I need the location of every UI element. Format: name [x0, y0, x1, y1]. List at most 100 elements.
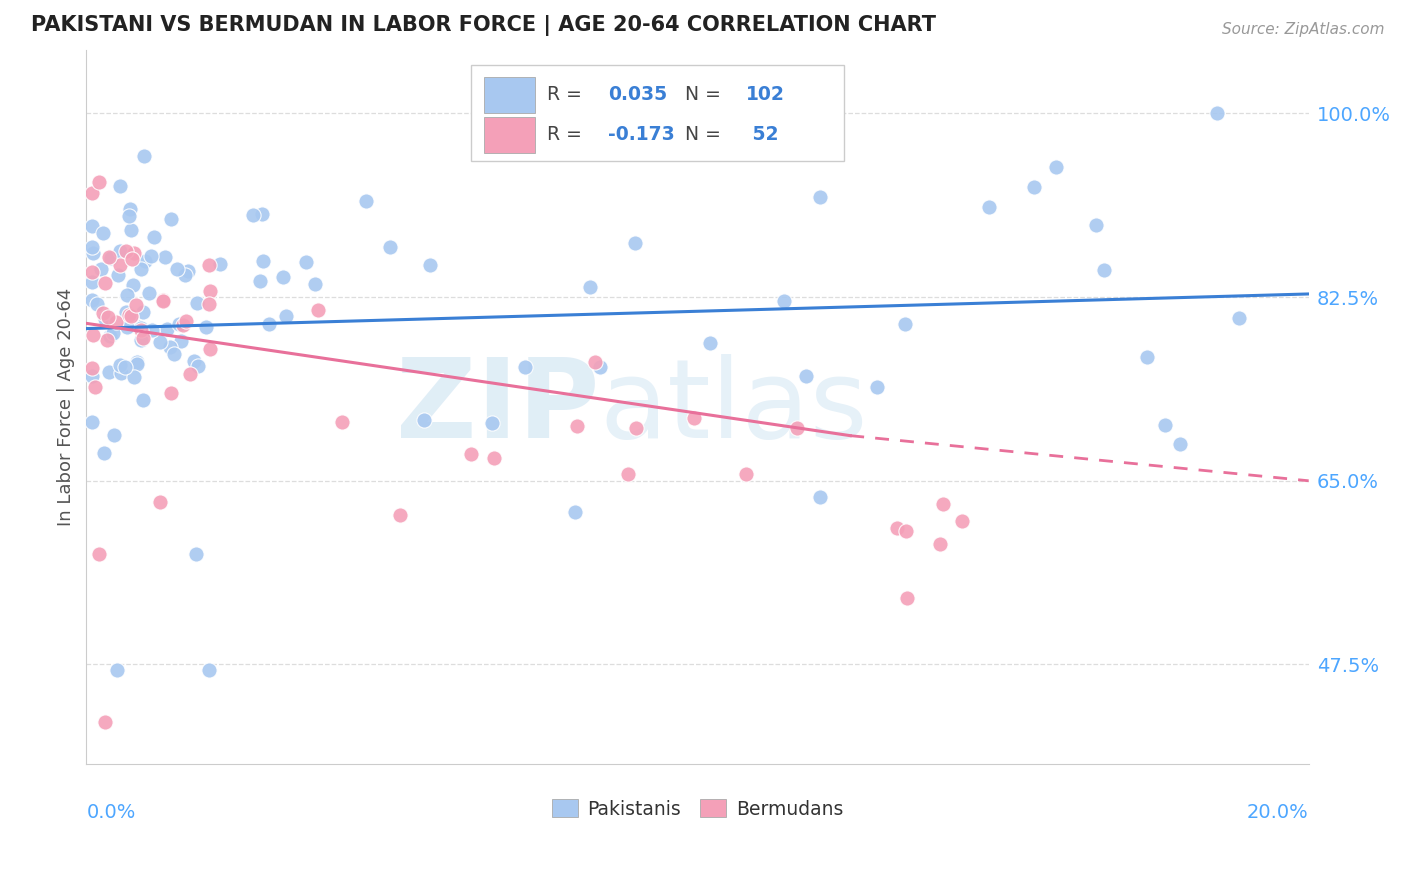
Point	[97, 250, 120, 264]
Text: 102: 102	[747, 86, 785, 104]
Point	[117, 313, 139, 327]
Point	[786, 421, 808, 435]
Point	[172, 318, 194, 332]
Point	[94, 311, 117, 326]
Point	[153, 250, 176, 264]
Point	[413, 413, 436, 427]
Point	[330, 415, 353, 429]
Point	[1135, 350, 1157, 364]
Point	[250, 207, 273, 221]
Text: 0.0%: 0.0%	[86, 803, 135, 822]
Point	[1022, 180, 1045, 194]
Point	[86, 297, 108, 311]
Text: 52: 52	[747, 125, 779, 145]
Point	[110, 358, 132, 372]
Point	[82, 328, 104, 343]
Point	[142, 230, 165, 244]
Point	[886, 521, 908, 535]
Point	[252, 253, 274, 268]
Point	[186, 296, 208, 310]
Point	[977, 200, 1000, 214]
Point	[1045, 161, 1067, 175]
Point	[121, 252, 143, 267]
Y-axis label: In Labor Force | Age 20-64: In Labor Force | Age 20-64	[58, 288, 75, 526]
Text: 20.0%: 20.0%	[1247, 803, 1309, 822]
Point	[82, 265, 104, 279]
Point	[87, 547, 110, 561]
Point	[388, 508, 411, 523]
Point	[166, 262, 188, 277]
Point	[125, 319, 148, 334]
Point	[96, 333, 118, 347]
Text: atlas: atlas	[600, 354, 868, 461]
Point	[257, 318, 280, 332]
Point	[82, 369, 104, 384]
Point	[82, 360, 104, 375]
Text: 0.035: 0.035	[609, 86, 668, 104]
Point	[127, 357, 149, 371]
Point	[295, 255, 318, 269]
Point	[129, 323, 152, 337]
Text: ZIP: ZIP	[396, 354, 600, 461]
Point	[93, 445, 115, 459]
Point	[125, 298, 148, 312]
FancyBboxPatch shape	[484, 77, 534, 112]
Point	[122, 370, 145, 384]
Point	[794, 368, 817, 383]
Point	[808, 190, 831, 204]
Point	[93, 715, 115, 730]
Point	[82, 246, 104, 260]
Point	[115, 320, 138, 334]
Point	[200, 284, 222, 298]
Point	[583, 355, 606, 369]
Point	[82, 415, 104, 429]
Point	[1092, 263, 1115, 277]
Point	[186, 359, 208, 374]
Point	[683, 411, 706, 425]
Point	[105, 663, 128, 677]
Point	[127, 355, 149, 369]
Point	[183, 354, 205, 368]
Point	[304, 277, 326, 292]
Point	[626, 421, 648, 435]
Point	[138, 286, 160, 301]
Point	[114, 305, 136, 319]
Point	[564, 505, 586, 519]
Point	[120, 309, 142, 323]
Point	[808, 490, 831, 504]
Point	[91, 306, 114, 320]
Point	[97, 310, 120, 324]
Point	[132, 149, 155, 163]
Point	[159, 340, 181, 354]
Point	[120, 310, 142, 325]
Point	[141, 250, 163, 264]
Point	[115, 244, 138, 259]
Point	[169, 334, 191, 349]
Point	[567, 419, 589, 434]
Point	[108, 258, 131, 272]
Point	[174, 268, 197, 282]
Point	[129, 262, 152, 277]
Text: PAKISTANI VS BERMUDAN IN LABOR FORCE | AGE 20-64 CORRELATION CHART: PAKISTANI VS BERMUDAN IN LABOR FORCE | A…	[31, 15, 936, 36]
Point	[90, 262, 112, 277]
Point	[208, 257, 231, 271]
Point	[198, 297, 221, 311]
Point	[699, 335, 721, 350]
Text: N =: N =	[685, 125, 727, 145]
Point	[194, 319, 217, 334]
Point	[120, 202, 142, 216]
Point	[460, 447, 482, 461]
Point	[481, 417, 503, 431]
Point	[929, 537, 952, 551]
Point	[91, 226, 114, 240]
Point	[1170, 436, 1192, 450]
Point	[932, 497, 955, 511]
Point	[134, 253, 156, 268]
Point	[242, 208, 264, 222]
Point	[107, 268, 129, 283]
Point	[120, 223, 142, 237]
Point	[354, 194, 377, 208]
Point	[115, 288, 138, 302]
Point	[735, 467, 758, 481]
Point	[624, 235, 647, 250]
